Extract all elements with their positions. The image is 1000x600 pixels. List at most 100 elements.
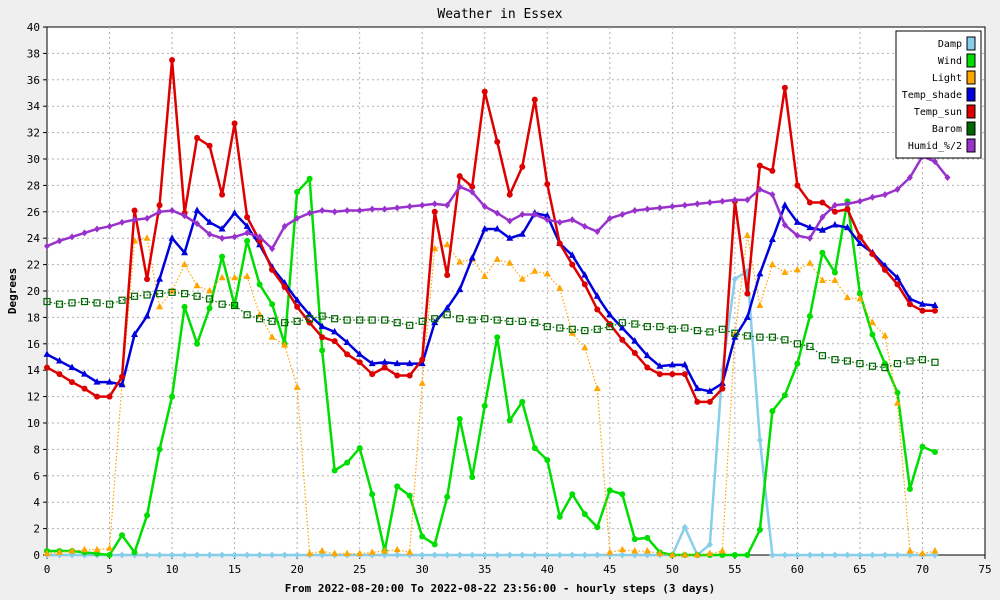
data-point-barom	[368, 316, 376, 324]
data-point-wind	[544, 456, 551, 463]
data-point-damp	[219, 551, 226, 559]
data-point-humid-2	[644, 205, 651, 213]
data-point-light	[43, 549, 51, 557]
data-point-barom	[618, 319, 626, 327]
data-point-barom	[43, 297, 51, 306]
data-point-humid-2	[544, 216, 551, 224]
data-point-light	[343, 549, 351, 557]
data-point-temp-shade	[543, 211, 551, 219]
data-point-temp-sun	[744, 290, 751, 297]
data-point-wind	[519, 398, 526, 405]
data-point-barom	[381, 316, 389, 324]
data-point-light	[418, 379, 426, 386]
data-point-barom	[331, 315, 339, 323]
data-point-temp-sun	[219, 191, 226, 198]
data-point-light	[431, 244, 439, 252]
data-point-barom	[581, 327, 589, 335]
data-point-barom	[130, 292, 139, 300]
data-point-temp-sun	[756, 162, 763, 169]
data-point-damp	[894, 551, 901, 559]
data-point-wind	[356, 445, 363, 452]
data-point-light	[181, 260, 189, 268]
data-point-temp-sun	[244, 214, 251, 221]
data-point-temp-shade	[331, 327, 339, 335]
data-point-humid-2	[869, 193, 876, 201]
series-wind	[44, 175, 938, 558]
x-tick-label: 20	[291, 563, 304, 576]
data-point-temp-shade	[131, 330, 139, 338]
data-point-humid-2	[694, 200, 701, 208]
data-point-temp-sun	[444, 272, 451, 279]
y-tick-label: 10	[27, 417, 40, 430]
data-point-temp-shade	[318, 322, 326, 330]
data-point-barom	[105, 300, 114, 308]
data-point-light	[631, 547, 639, 554]
data-point-wind	[444, 493, 451, 500]
data-point-wind	[456, 416, 463, 423]
data-point-humid-2	[481, 203, 488, 211]
data-point-humid-2	[69, 233, 76, 241]
data-point-wind	[269, 301, 276, 308]
data-point-humid-2	[819, 213, 826, 221]
data-point-temp-sun	[44, 364, 50, 371]
data-point-temp-sun	[94, 393, 101, 400]
data-point-temp-shade	[143, 312, 151, 319]
data-point-temp-sun	[619, 336, 626, 343]
x-tick-label: 55	[728, 563, 741, 576]
data-point-light	[281, 341, 289, 348]
data-point-wind	[294, 189, 301, 195]
data-point-temp-shade	[918, 300, 926, 307]
data-point-temp-sun	[906, 301, 913, 308]
data-point-light	[268, 333, 276, 340]
data-point-wind	[581, 511, 588, 518]
data-point-temp-sun	[469, 183, 476, 190]
data-point-temp-sun	[481, 88, 488, 95]
y-tick-label: 26	[27, 206, 40, 219]
data-point-damp	[519, 551, 526, 559]
data-point-light	[68, 547, 76, 554]
data-point-barom	[68, 299, 76, 307]
data-point-humid-2	[169, 206, 176, 214]
data-point-temp-shade	[381, 358, 389, 365]
chart-title: Weather in Essex	[437, 7, 562, 22]
data-point-barom	[343, 316, 351, 324]
data-point-humid-2	[931, 158, 938, 166]
data-point-temp-shade	[768, 235, 776, 243]
data-point-barom	[55, 300, 64, 308]
data-series	[43, 57, 951, 559]
data-point-temp-sun	[431, 208, 438, 215]
data-point-light	[481, 272, 489, 279]
data-point-temp-shade	[406, 359, 414, 367]
data-point-light	[693, 551, 701, 558]
x-tick-label: 75	[978, 563, 991, 576]
data-point-temp-shade	[518, 230, 526, 237]
data-point-light	[931, 547, 939, 554]
data-point-damp	[794, 551, 801, 559]
x-tick-label: 40	[541, 563, 554, 576]
data-point-temp-shade	[631, 337, 639, 344]
data-point-humid-2	[56, 237, 63, 245]
data-point-temp-sun	[369, 371, 376, 378]
data-point-humid-2	[381, 205, 388, 213]
data-point-temp-sun	[681, 371, 688, 378]
data-point-wind	[794, 360, 801, 367]
data-point-barom	[406, 321, 414, 329]
data-point-damp	[481, 551, 488, 559]
data-point-barom	[493, 316, 501, 324]
data-point-humid-2	[419, 201, 426, 209]
data-point-temp-shade	[743, 313, 751, 320]
data-point-humid-2	[619, 210, 626, 218]
data-point-temp-sun	[281, 284, 288, 291]
data-point-light	[656, 549, 664, 557]
data-point-light	[306, 549, 314, 557]
y-tick-label: 12	[27, 391, 40, 404]
data-point-damp	[881, 551, 888, 559]
data-point-temp-shade	[568, 251, 576, 258]
data-point-barom	[155, 290, 164, 298]
data-point-temp-sun	[81, 385, 88, 392]
data-point-light	[756, 301, 764, 309]
data-point-light	[318, 547, 326, 554]
data-point-wind	[919, 443, 926, 450]
data-point-wind	[869, 331, 876, 338]
data-point-temp-shade	[756, 269, 764, 277]
